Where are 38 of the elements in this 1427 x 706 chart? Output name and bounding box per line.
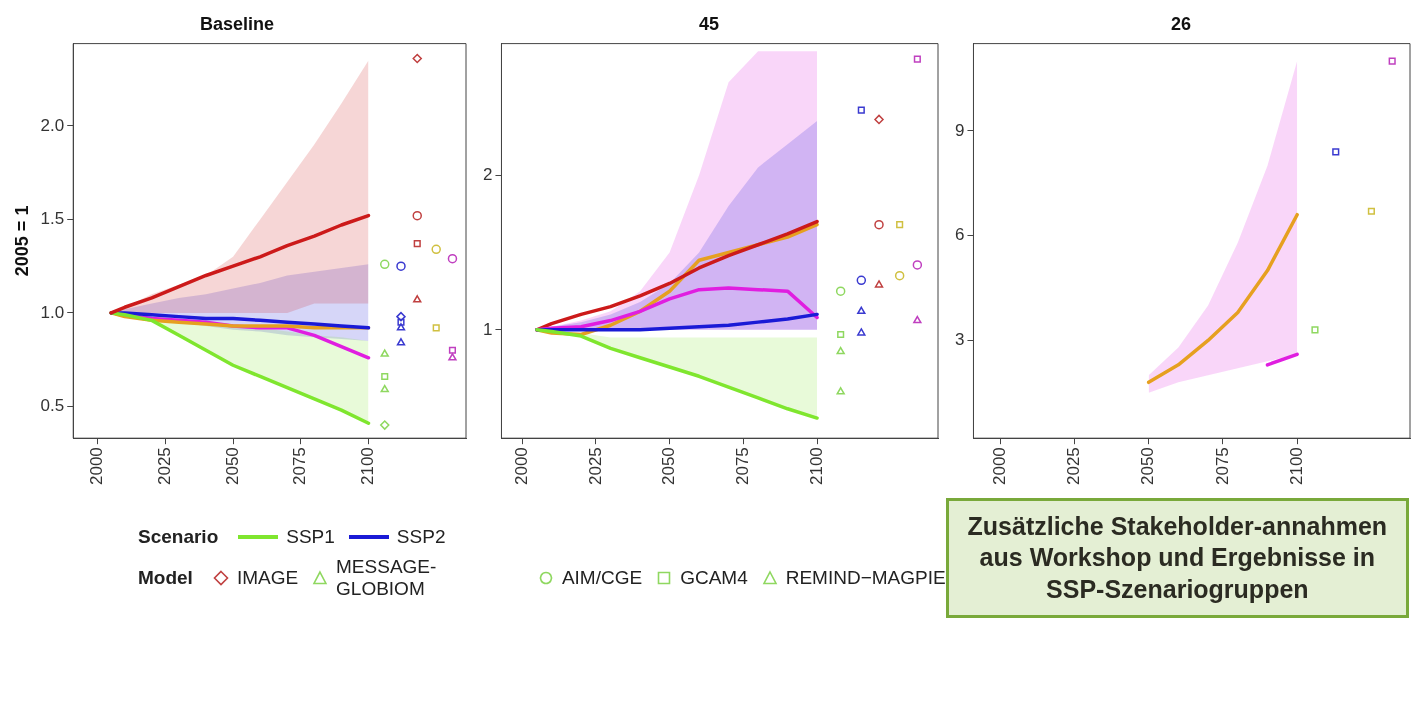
x-tick-label: 2075	[1212, 447, 1232, 486]
legend-label: GCAM4	[680, 567, 748, 589]
chart-title: Baseline	[199, 13, 275, 34]
x-tick-label: 2100	[1286, 447, 1306, 486]
legend-label: AIM/CGE	[561, 567, 643, 589]
y-tick-label: 1	[482, 319, 493, 339]
x-tick-label: 2025	[585, 447, 605, 486]
y-tick-label: 6	[954, 225, 965, 245]
x-tick-label: 2000	[989, 447, 1009, 486]
chart-title: 45	[698, 13, 720, 34]
x-tick-label: 2050	[1138, 447, 1158, 486]
legend-title: Model	[138, 567, 193, 589]
x-tick-label: 2100	[806, 447, 826, 486]
text: Zusätzliche Stakeholder-annahmen aus Workshop und Ergebnisse in SSP-Szenariogruppen	[966, 511, 1389, 605]
y-tick-label: 9	[954, 120, 965, 140]
y-tick-label: 0.5	[40, 396, 65, 416]
x-tick-label: 2025	[1064, 447, 1084, 486]
y-tick-label: 1.5	[40, 209, 65, 229]
x-tick-label: 2075	[733, 447, 753, 486]
y-tick-label: 2	[482, 164, 493, 184]
y-axis-title: 2005 = 1	[11, 205, 32, 277]
y-tick-label: 2.0	[40, 115, 65, 135]
x-tick-label: 2000	[87, 447, 107, 486]
legend-label: SSP2	[396, 526, 446, 548]
x-tick-label: 2050	[222, 447, 242, 486]
chart-title: 26	[1170, 13, 1192, 34]
x-tick-label: 2050	[659, 447, 679, 486]
legend-label: SSP1	[286, 526, 335, 548]
legend-label: IMAGE	[236, 567, 299, 589]
x-tick-label: 2100	[358, 447, 378, 486]
x-tick-label: 2025	[155, 447, 175, 486]
y-tick-label: 1.0	[40, 302, 65, 322]
y-tick-label: 3	[954, 330, 965, 350]
legend-title: Scenario	[138, 526, 219, 548]
legend-label: MESSAGE-GLOBIOM	[336, 556, 438, 600]
legend-label: REMIND−MAGPIE	[785, 567, 946, 589]
x-tick-label: 2000	[511, 447, 531, 486]
x-tick-label: 2075	[290, 447, 310, 486]
